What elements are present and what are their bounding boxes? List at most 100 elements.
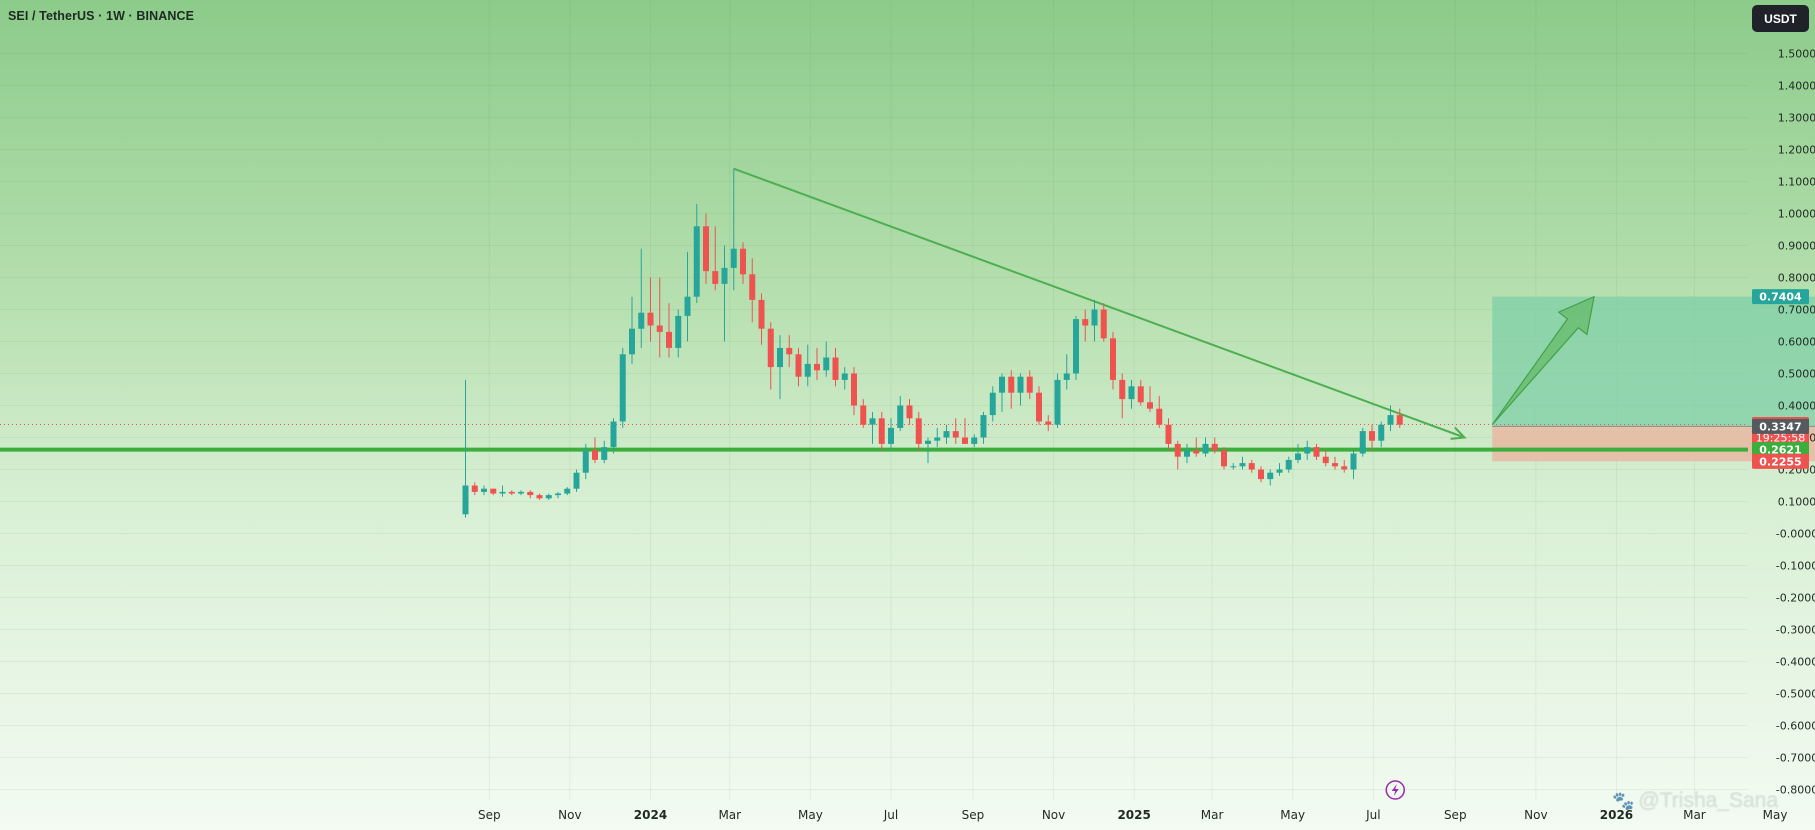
candle <box>684 251 691 342</box>
candle <box>1156 395 1163 428</box>
candle <box>564 487 571 496</box>
watermark: 🐾 @Trisha_Sana <box>1612 789 1778 813</box>
candle <box>610 418 617 454</box>
candle <box>906 399 913 425</box>
candle <box>749 258 756 323</box>
candle <box>675 309 682 358</box>
candle <box>897 395 904 432</box>
candle-body <box>1267 472 1274 480</box>
y-tick-label: 1.5000 <box>1778 48 1815 61</box>
candle-body <box>1100 309 1107 339</box>
y-tick-label: 0.1000 <box>1778 496 1815 509</box>
candle-body <box>619 354 626 422</box>
candle-body <box>508 491 515 494</box>
x-tick-label: Nov <box>1524 808 1547 822</box>
candle <box>647 277 654 342</box>
candle <box>703 213 709 284</box>
candle-body <box>1258 469 1264 480</box>
candle-body <box>823 357 830 371</box>
candle <box>527 490 534 499</box>
candle-body <box>471 485 478 492</box>
candle-body <box>897 405 904 428</box>
price-tag-bg <box>1752 453 1809 469</box>
candle-body <box>647 312 654 326</box>
time-axis: Sep Nov 2024 Mar May Jul Sep Nov 2025 Mar May Jul Se… <box>478 780 1787 822</box>
candle <box>1063 354 1070 390</box>
candle-body <box>1221 450 1227 467</box>
candle-body <box>1202 443 1209 454</box>
candle-body <box>481 488 487 492</box>
candle <box>1258 466 1264 483</box>
x-tick-label: Sep <box>1444 808 1467 822</box>
candle-body <box>1147 402 1153 409</box>
chart-grid <box>0 0 1748 800</box>
candle <box>518 490 524 496</box>
x-tick-label: Jul <box>883 808 898 822</box>
candle-body <box>804 363 811 377</box>
candle <box>1239 456 1246 470</box>
candle <box>1341 459 1348 473</box>
candle <box>952 418 959 444</box>
candle-body <box>869 418 876 425</box>
symbol-title[interactable]: SEI / TetherUS · 1W · BINANCE <box>8 9 195 23</box>
lightning-icon-ring <box>1385 780 1405 800</box>
candle-body <box>693 226 700 297</box>
candle-body <box>675 315 682 348</box>
candle-body <box>1156 408 1163 425</box>
candle <box>1017 373 1024 406</box>
candle-body <box>1239 463 1246 467</box>
y-tick-label: 1.3000 <box>1778 112 1815 125</box>
candle <box>1322 450 1329 467</box>
candle-body <box>906 405 913 419</box>
candle-body <box>860 405 867 425</box>
candle <box>1026 370 1033 400</box>
price-tag-label: 0.7404 <box>1759 291 1802 304</box>
candle-body <box>999 376 1005 393</box>
candle-body <box>878 418 885 444</box>
candle <box>1313 443 1320 460</box>
candle <box>1378 421 1385 448</box>
candle <box>1100 303 1107 342</box>
y-tick-label: -0.5000 <box>1776 688 1815 701</box>
trend-line-arrowhead <box>1450 426 1467 440</box>
candle <box>934 427 941 448</box>
candle <box>629 296 635 364</box>
price-tag: 0.2255 <box>1752 453 1809 469</box>
price-tag: 0.3347 <box>1752 418 1809 434</box>
candle-body <box>749 274 756 300</box>
candle <box>619 347 626 428</box>
x-tick-label: 2024 <box>634 808 667 822</box>
y-tick-label: 0.6000 <box>1778 336 1815 349</box>
candle <box>638 248 645 348</box>
y-tick-label: 1.0000 <box>1778 208 1815 221</box>
candle <box>814 347 820 380</box>
candle <box>508 490 515 496</box>
candle <box>1387 405 1394 432</box>
candle-body <box>601 447 608 460</box>
candle <box>462 379 469 518</box>
candle <box>471 482 478 496</box>
candle-body <box>730 248 737 268</box>
currency-button[interactable]: USDT <box>1752 5 1809 32</box>
y-tick-label: -0.1000 <box>1776 560 1815 573</box>
candles <box>462 168 1403 518</box>
candle-body <box>721 267 728 284</box>
candle-body <box>758 299 765 329</box>
y-tick-label: 0.9000 <box>1778 240 1815 253</box>
candle-body <box>740 248 746 275</box>
candle-body <box>629 328 635 355</box>
candle-body <box>1359 431 1366 454</box>
price-tag-bg <box>1752 442 1809 458</box>
candle-body <box>1184 450 1190 457</box>
candle-body <box>925 440 931 444</box>
candle-body <box>1304 447 1311 454</box>
y-tick-label: 0.4000 <box>1778 400 1815 413</box>
lightning-icon <box>1385 780 1405 800</box>
candle-body <box>1378 424 1385 441</box>
price-tag: 0.7404 <box>1752 289 1809 305</box>
candle-body <box>462 485 469 515</box>
candle <box>915 411 922 451</box>
candle-body <box>712 271 719 284</box>
y-tick-label: 0.8000 <box>1778 272 1815 285</box>
